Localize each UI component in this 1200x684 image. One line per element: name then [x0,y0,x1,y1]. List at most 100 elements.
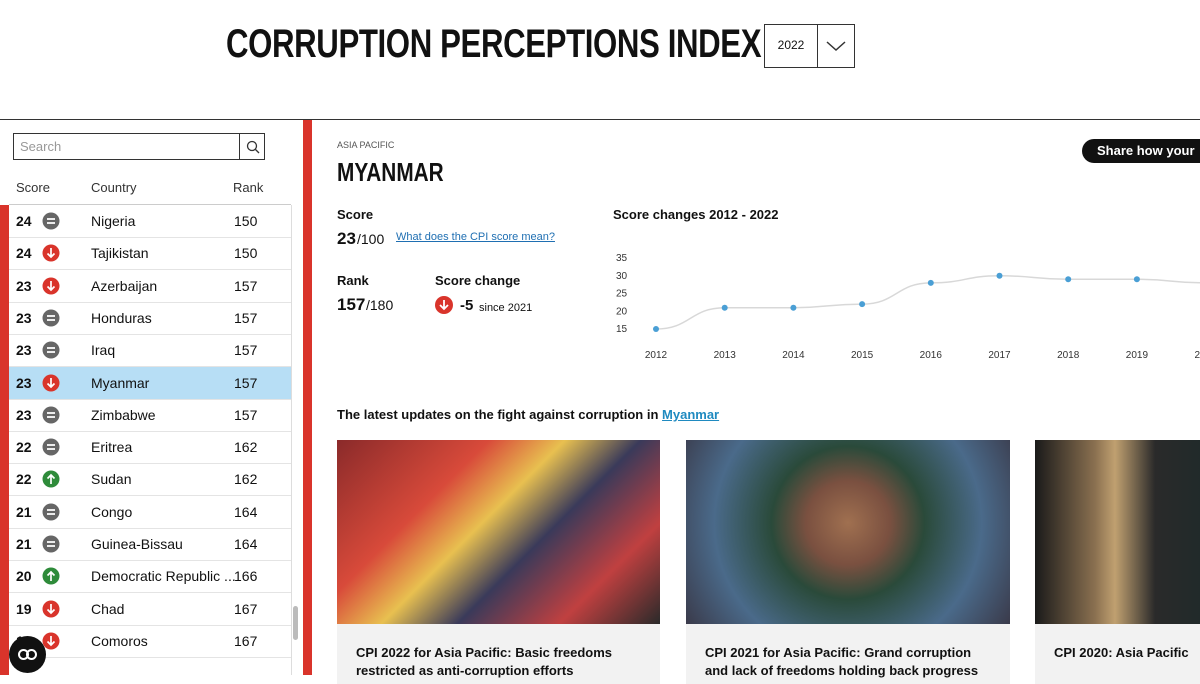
country-row[interactable]: 24 Tajikistan 150 [9,237,291,271]
region: ASIA PACIFIC [337,140,395,150]
label: Score change [435,273,521,288]
data-point [996,272,1003,279]
score: 23 [16,342,32,359]
trend-icon [42,406,60,424]
country-row[interactable]: 22 Eritrea 162 [9,431,291,465]
country: Comoros [91,632,148,649]
rank: 150 [234,245,258,262]
scroll-track [291,205,292,675]
rank: 164 [234,536,258,552]
country: Zimbabwe [91,406,156,423]
rank: 157 [234,342,258,359]
search-box[interactable]: Search [13,133,265,160]
x-tick-label: 2019 [1126,350,1149,361]
label: Rank [337,273,369,288]
country-row[interactable]: 19Comoros167 [9,625,291,658]
data-point [653,326,659,332]
score: 23 [16,277,32,294]
column-header[interactable]: Country [91,180,137,195]
data-point [859,301,866,308]
trend-icon [42,277,60,295]
data-point [1065,276,1072,283]
header-rule [0,119,1200,120]
data-point [721,304,728,311]
score: 23 [337,229,356,248]
divider [9,204,291,205]
divider [817,25,818,67]
country-row[interactable]: 21 Congo 164 [9,496,291,529]
country-row[interactable]: 23 Iraq 157 [9,334,291,368]
rank: 162 [234,471,258,488]
country: Democratic Republic ... [91,568,236,585]
country-row[interactable]: 22 Sudan 162 [9,463,291,497]
trend-icon [42,212,60,230]
country-row[interactable]: 20 Democratic Republic ... 166 [9,560,291,594]
rank: 166 [234,568,258,585]
column-header[interactable]: Score [16,180,50,195]
country-row[interactable]: 23 Myanmar 157 [9,366,291,400]
card-title[interactable]: CPI 2021 for Asia Pacific: Grand corrupt… [686,624,1010,684]
accent-bar [303,120,312,675]
card-image[interactable] [1035,440,1200,624]
country: Eritrea [91,439,133,456]
accessibility-button[interactable] [9,636,46,673]
rank: 167 [234,632,258,649]
score: 21 [16,503,32,520]
score-max: /100 [357,231,385,247]
link[interactable]: Myanmar [662,407,720,422]
score: 19 [16,600,32,617]
accent-bar [0,205,9,675]
chart: 15 20 25 30 35 2012 2013 2014 2015 2016 2017 2018 20… [616,253,1200,361]
rank: 157 [234,374,258,391]
trend-icon [42,567,60,585]
country: Azerbaijan [91,277,158,294]
rank: 150 [234,213,258,229]
card-title[interactable]: CPI 2022 for Asia Pacific: Basic freedom… [337,624,660,684]
chart-title: Score changes 2012 - 2022 [613,207,779,222]
country-row[interactable]: 21 Guinea-Bissau 164 [9,528,291,561]
x-tick-label: 2012 [645,350,668,361]
country-row[interactable]: 19 Chad 167 [9,593,291,626]
score: 22 [16,471,32,488]
score: 23 [16,374,32,391]
page-title: CORRUPTION PERCEPTIONS INDEX [226,22,762,66]
country-row[interactable]: 24 Nigeria 150 [9,205,291,238]
trend-icon [42,600,60,618]
rank: 167 [234,600,258,617]
country-row[interactable]: 23 Azerbaijan 157 [9,270,291,303]
country-row[interactable]: 23 Honduras 157 [9,302,291,335]
country: Chad [91,600,125,617]
country: Congo [91,503,133,520]
card-image[interactable] [337,440,660,624]
search-icon [246,140,260,154]
country-row[interactable]: 23 Zimbabwe 157 [9,399,291,432]
card-image[interactable] [686,440,1010,624]
score: 24 [16,245,32,262]
column-header[interactable]: Rank [233,180,264,195]
share-button[interactable]: Share how your [1082,139,1200,163]
x-tick-label: 2015 [851,350,874,361]
trend-icon [42,470,60,488]
score: 20 [16,568,32,585]
link[interactable]: What does the CPI score mean? [396,231,555,243]
rank-max: /180 [366,297,394,313]
year-select[interactable]: 2022 [764,24,855,68]
trend-icon [42,309,60,327]
rank: 157 [337,295,366,314]
trend-icon [42,632,60,650]
scroll-thumb[interactable] [293,606,298,640]
y-tick-label: 30 [616,271,628,282]
rank: 157 [234,406,258,423]
country: Myanmar [91,374,150,391]
score: 21 [16,536,32,552]
rank: 164 [234,503,258,520]
y-tick-label: 25 [616,289,628,300]
country: Iraq [91,342,116,359]
card-title[interactable]: CPI 2020: Asia Pacific [1035,624,1200,684]
country: Guinea-Bissau [91,536,183,552]
x-tick-label: 2020 [1194,350,1200,361]
rank: 157 [234,309,258,326]
change-note: since 2021 [479,302,533,314]
country: Nigeria [91,213,136,229]
